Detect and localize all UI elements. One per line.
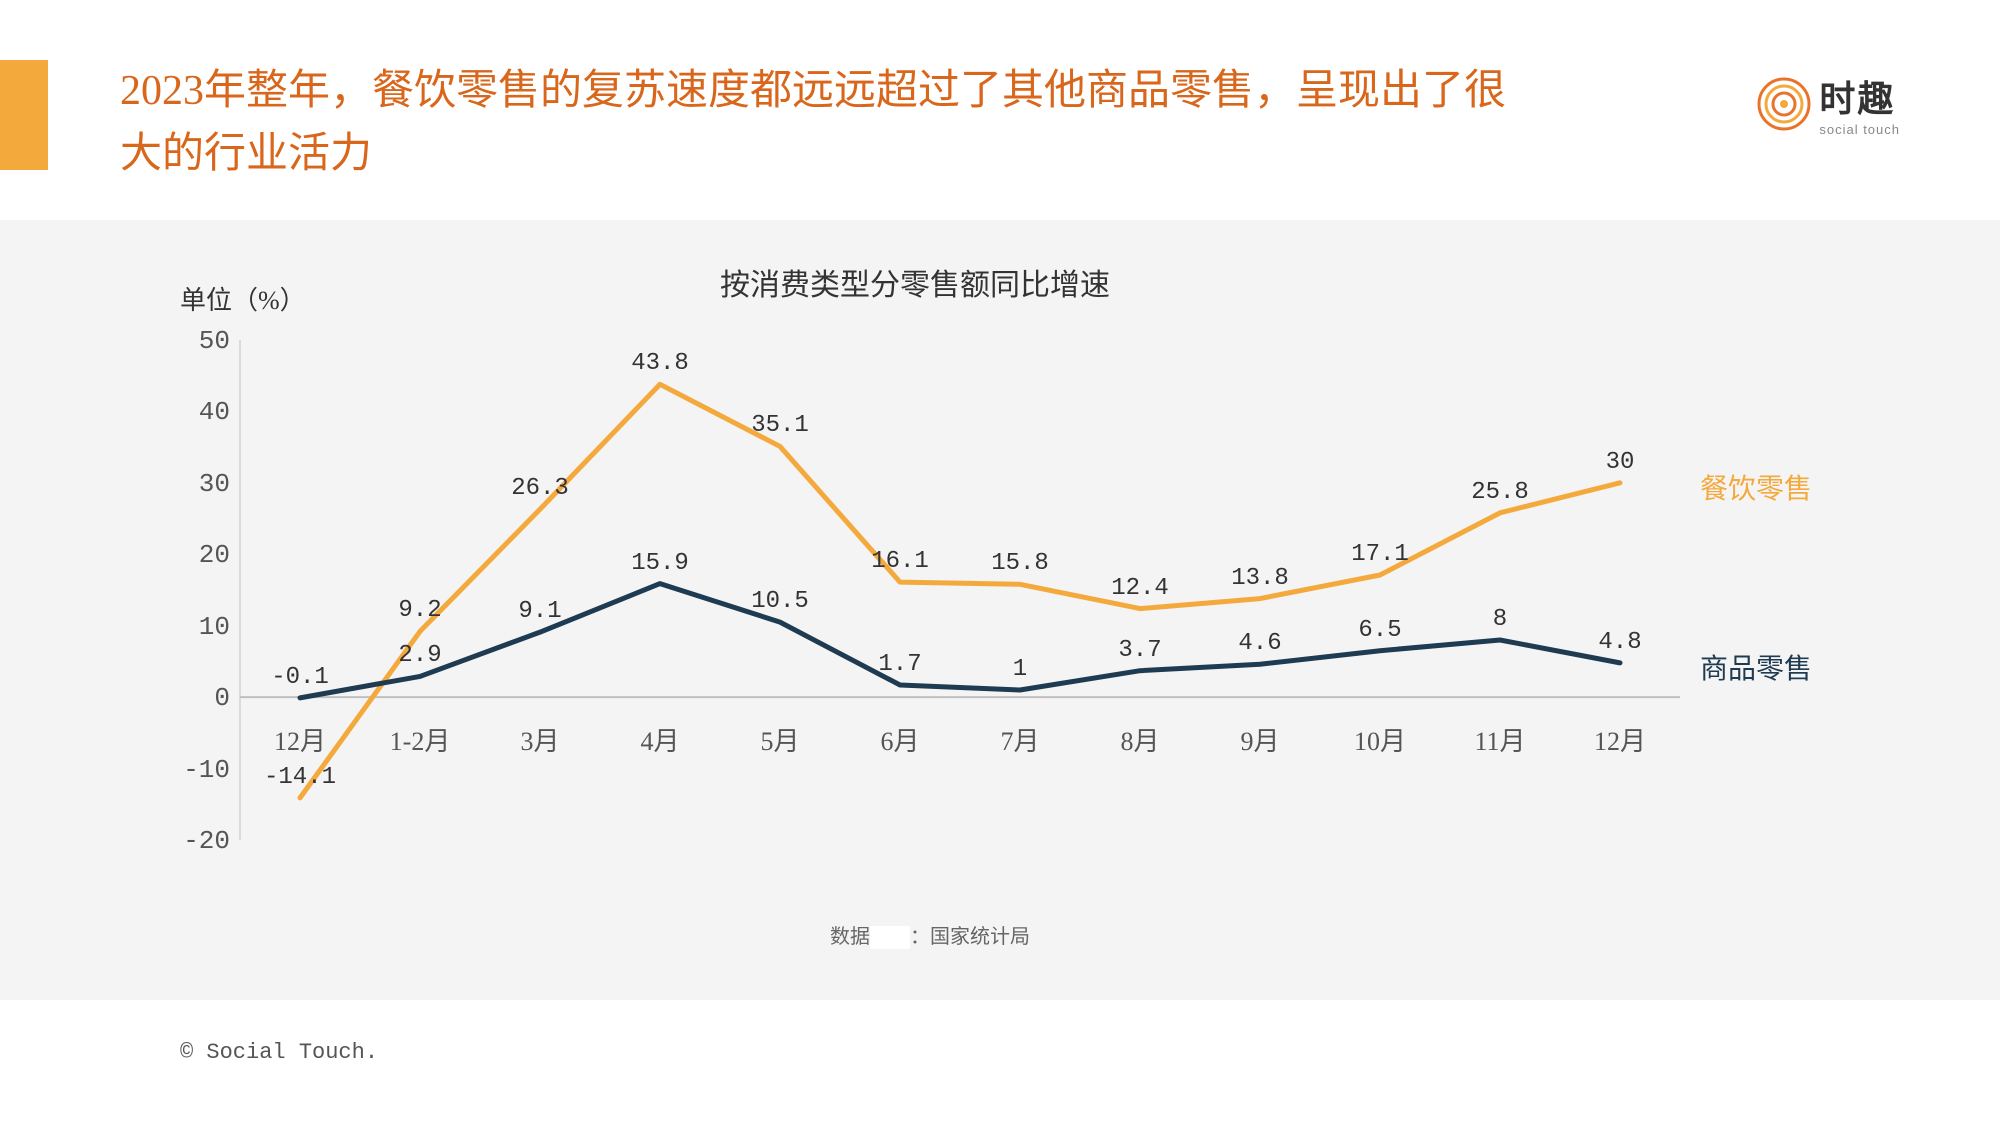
data-label: 9.1 — [518, 598, 561, 625]
data-label: 10.5 — [751, 588, 809, 615]
data-label: 4.6 — [1238, 630, 1281, 657]
data-source: 数据 ：国家统计局 — [830, 920, 1030, 949]
logo-text-en: social touch — [1819, 122, 1900, 137]
chart-panel: 单位（%） 按消费类型分零售额同比增速 -20-100102030405012月… — [0, 220, 2000, 1000]
data-label: 12.4 — [1111, 575, 1169, 602]
data-label: 15.9 — [631, 550, 689, 577]
y-tick: 0 — [170, 683, 230, 713]
data-label: 17.1 — [1351, 541, 1409, 568]
x-tick: 12月 — [274, 721, 326, 758]
data-label: 13.8 — [1231, 565, 1289, 592]
data-label: 8 — [1493, 606, 1507, 633]
accent-tab — [0, 60, 48, 170]
series-label: 商品零售 — [1700, 647, 1812, 687]
data-label: 1 — [1013, 656, 1027, 683]
data-label: 26.3 — [511, 475, 569, 502]
data-label: 2.9 — [398, 642, 441, 669]
x-tick: 9月 — [1240, 721, 1279, 758]
data-label: -14.1 — [264, 764, 336, 791]
x-tick: 10月 — [1354, 721, 1406, 758]
y-tick: -20 — [170, 826, 230, 856]
data-label: 9.2 — [398, 597, 441, 624]
x-tick: 5月 — [760, 721, 799, 758]
data-label: 15.8 — [991, 550, 1049, 577]
series-label: 餐饮零售 — [1700, 467, 1812, 507]
x-tick: 6月 — [880, 721, 919, 758]
y-tick: 40 — [170, 397, 230, 427]
y-tick: 10 — [170, 612, 230, 642]
x-tick: 4月 — [640, 721, 679, 758]
y-tick: -10 — [170, 755, 230, 785]
data-label: 6.5 — [1358, 617, 1401, 644]
x-tick: 11月 — [1474, 721, 1525, 758]
data-label: 30 — [1606, 449, 1635, 476]
logo: 时趣 social touch — [1757, 70, 1900, 137]
x-tick: 7月 — [1000, 721, 1039, 758]
page-title: 2023年整年，餐饮零售的复苏速度都远远超过了其他商品零售，呈现出了很大的行业活… — [120, 60, 1520, 186]
x-tick: 3月 — [520, 721, 559, 758]
data-label: 16.1 — [871, 548, 929, 575]
data-label: 35.1 — [751, 412, 809, 439]
x-tick: 1-2月 — [390, 721, 451, 758]
data-label: 1.7 — [878, 651, 921, 678]
data-label: -0.1 — [271, 664, 329, 691]
chart-area: 单位（%） 按消费类型分零售额同比增速 -20-100102030405012月… — [180, 260, 1860, 1000]
x-tick: 8月 — [1120, 721, 1159, 758]
copyright: © Social Touch. — [180, 1040, 378, 1065]
data-label: 3.7 — [1118, 637, 1161, 664]
data-label: 25.8 — [1471, 479, 1529, 506]
data-label: 4.8 — [1598, 629, 1641, 656]
x-tick: 12月 — [1594, 721, 1646, 758]
y-tick: 30 — [170, 469, 230, 499]
y-tick: 20 — [170, 540, 230, 570]
y-tick: 50 — [170, 326, 230, 356]
logo-spiral-icon — [1757, 77, 1811, 131]
data-label: 43.8 — [631, 350, 689, 377]
logo-text-cn: 时趣 — [1819, 70, 1895, 122]
